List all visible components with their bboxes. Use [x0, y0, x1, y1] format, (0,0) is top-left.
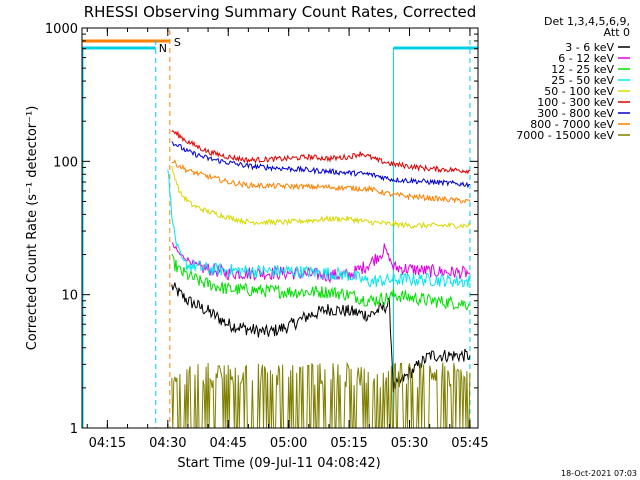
night-flag-label: N: [159, 42, 167, 55]
legend-label: 100 - 300 keV: [537, 96, 614, 109]
y-axis-label: Corrected Count Rate (s⁻¹ detector⁻¹): [25, 106, 40, 351]
series-line-25-50-kev: [167, 169, 471, 288]
plot-area: SN: [82, 30, 478, 429]
y-tick-label: 10: [61, 289, 78, 304]
legend-label: 25 - 50 keV: [551, 74, 614, 87]
series-line-300-800-kev: [171, 141, 470, 189]
legend-label: 50 - 100 keV: [544, 85, 614, 98]
saa-flag-label: S: [174, 36, 181, 49]
legend-header: Att 0: [604, 26, 630, 39]
series-line-12-25-kev: [171, 253, 470, 311]
timestamp: 18-Oct-2021 07:03: [561, 469, 637, 478]
legend-label: 300 - 800 keV: [537, 107, 614, 120]
x-tick-label: 05:30: [391, 436, 428, 451]
y-tick-label: 100: [53, 155, 78, 170]
y-tick-label: 1: [70, 422, 78, 437]
x-axis-label: Start Time (09-Jul-11 04:08:42): [177, 456, 380, 471]
series-line-50-100-kev: [171, 165, 471, 230]
legend-header: Det 1,3,4,5,6,9,: [544, 15, 630, 28]
legend-label: 3 - 6 keV: [565, 41, 614, 54]
x-tick-label: 04:30: [149, 436, 186, 451]
legend-label: 7000 - 15000 keV: [516, 129, 614, 142]
series-line-100-300-kev: [171, 129, 471, 175]
legend-label: 12 - 25 keV: [551, 63, 614, 76]
y-tick-label: 1000: [45, 22, 78, 37]
legend-label: 6 - 12 keV: [558, 52, 614, 65]
x-tick-label: 05:15: [330, 436, 367, 451]
plot-frame: [81, 27, 479, 429]
chart-title: RHESSI Observing Summary Count Rates, Co…: [84, 3, 477, 21]
x-tick-label: 05:45: [451, 436, 488, 451]
series-line-800-7000-kev: [171, 159, 471, 204]
x-tick-label: 04:45: [209, 436, 246, 451]
series-line-7000-15000-kev: [171, 361, 471, 429]
axes: 1 10 100 1000 04:15 04:30 04:45 05:00 05:15 05:30…: [45, 22, 489, 451]
x-tick-label: 05:00: [270, 436, 307, 451]
x-tick-label: 04:15: [89, 436, 126, 451]
legend-label: 800 - 7000 keV: [530, 118, 614, 131]
